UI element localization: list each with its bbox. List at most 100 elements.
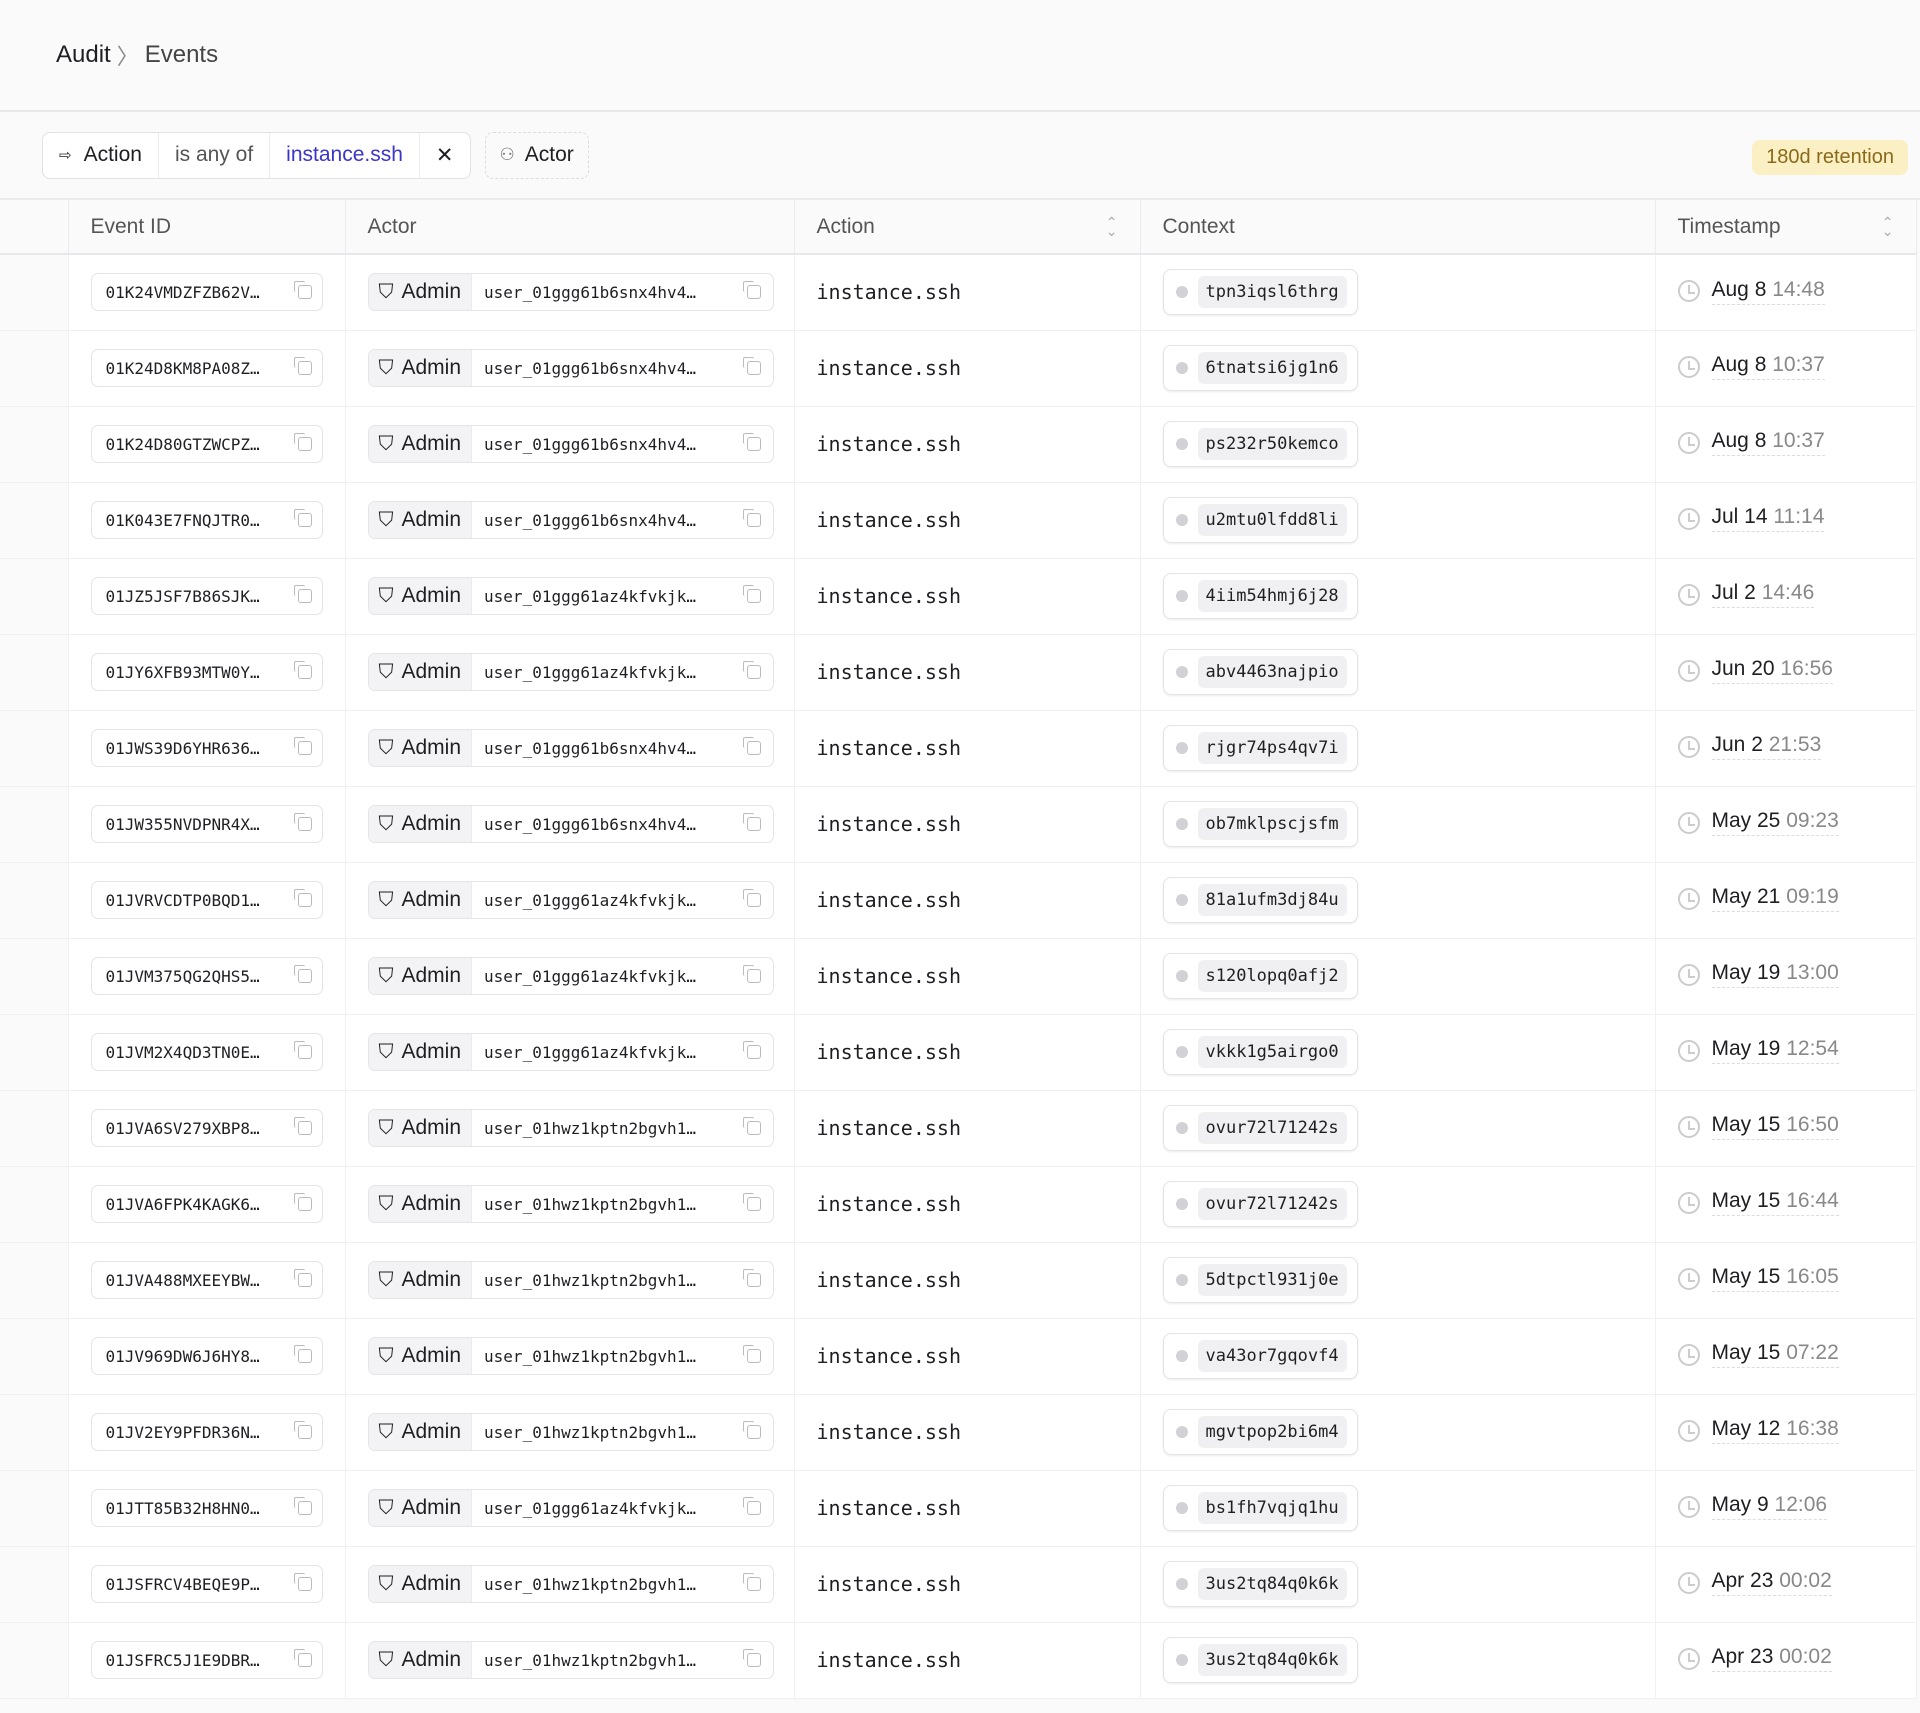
event-id[interactable]: 01JVA6FPK4KAGK6… — [90, 1185, 323, 1223]
copy-icon[interactable] — [293, 1649, 312, 1667]
timestamp[interactable]: Jun 20 16:56 — [1677, 657, 1833, 685]
table-row[interactable]: 01JVA6FPK4KAGK6… ⛉ Admin user_01hwz1kptn2b… — [0, 1166, 1917, 1243]
timestamp[interactable]: May 9 12:06 — [1677, 1493, 1828, 1521]
event-id[interactable]: 01JV969DW6J6HY8… — [90, 1337, 323, 1375]
filter-field[interactable]: ⇨ Action — [43, 132, 159, 178]
copy-icon[interactable] — [293, 1421, 312, 1439]
copy-icon[interactable] — [293, 1573, 312, 1591]
context-badge[interactable]: tpn3iqsl6thrg — [1162, 269, 1358, 316]
copy-icon[interactable] — [742, 813, 761, 831]
actor[interactable]: ⛉ Admin user_01ggg61az4kfvkjk… — [367, 653, 774, 691]
copy-icon[interactable] — [293, 281, 312, 300]
actor[interactable]: ⛉ Admin user_01hwz1kptn2bgvh1… — [367, 1185, 774, 1223]
actor[interactable]: ⛉ Admin user_01ggg61b6snx4hv4… — [367, 729, 774, 767]
event-id[interactable]: 01JW355NVDPNR4X… — [90, 805, 323, 843]
table-row[interactable]: 01JZ5JSF7B86SJK… ⛉ Admin user_01ggg61az4kf… — [0, 558, 1917, 635]
timestamp[interactable]: May 19 13:00 — [1677, 961, 1839, 989]
timestamp[interactable]: May 15 16:44 — [1677, 1189, 1839, 1217]
table-row[interactable]: 01K24D80GTZWCPZ… ⛉ Admin user_01ggg61b6snx… — [0, 406, 1917, 483]
table-row[interactable]: 01K043E7FNQJTR0… ⛉ Admin user_01ggg61b6snx… — [0, 482, 1917, 559]
timestamp[interactable]: May 15 16:50 — [1677, 1113, 1839, 1141]
timestamp[interactable]: Apr 23 00:02 — [1677, 1645, 1832, 1673]
event-id[interactable]: 01JSFRC5J1E9DBR… — [90, 1641, 323, 1679]
table-row[interactable]: 01JTT85B32H8HN0… ⛉ Admin user_01ggg61az4kf… — [0, 1470, 1917, 1547]
context-badge[interactable]: 3us2tq84q0k6k — [1162, 1561, 1358, 1607]
timestamp[interactable]: Apr 23 00:02 — [1677, 1569, 1832, 1597]
timestamp[interactable]: May 19 12:54 — [1677, 1037, 1839, 1065]
context-badge[interactable]: bs1fh7vqjq1hu — [1162, 1485, 1358, 1531]
copy-icon[interactable] — [742, 1117, 761, 1135]
copy-icon[interactable] — [293, 661, 312, 679]
actor[interactable]: ⛉ Admin user_01ggg61az4kfvkjk… — [367, 881, 774, 919]
sort-icon[interactable]: ⌃ ⌄ — [1105, 214, 1118, 239]
timestamp[interactable]: May 21 09:19 — [1677, 885, 1839, 913]
context-badge[interactable]: ps232r50kemco — [1162, 421, 1358, 467]
copy-icon[interactable] — [293, 1497, 312, 1515]
event-id[interactable]: 01K24D8KM8PA08Z… — [90, 349, 323, 387]
context-badge[interactable]: 6tnatsi6jg1n6 — [1162, 345, 1358, 391]
timestamp[interactable]: May 15 07:22 — [1677, 1341, 1839, 1369]
filter-operator[interactable]: is any of — [159, 132, 271, 178]
actor[interactable]: ⛉ Admin user_01ggg61b6snx4hv4… — [367, 425, 774, 463]
copy-icon[interactable] — [293, 585, 312, 603]
table-row[interactable]: 01JWS39D6YHR636… ⛉ Admin user_01ggg61b6snx… — [0, 710, 1917, 787]
context-badge[interactable]: rjgr74ps4qv7i — [1162, 725, 1358, 771]
copy-icon[interactable] — [742, 509, 761, 527]
copy-icon[interactable] — [293, 433, 312, 451]
filter-value[interactable]: instance.ssh — [270, 132, 420, 178]
remove-filter-button[interactable]: ✕ — [420, 133, 470, 178]
context-badge[interactable]: abv4463najpio — [1162, 649, 1358, 695]
table-row[interactable]: 01JY6XFB93MTW0Y… ⛉ Admin user_01ggg61az4kf… — [0, 634, 1917, 711]
context-badge[interactable]: s120lopq0afj2 — [1162, 953, 1358, 999]
timestamp[interactable]: Aug 8 10:37 — [1677, 353, 1825, 381]
event-id[interactable]: 01K043E7FNQJTR0… — [90, 501, 323, 539]
table-row[interactable]: 01JV969DW6J6HY8… ⛉ Admin user_01hwz1kptn2b… — [0, 1318, 1917, 1395]
context-badge[interactable]: mgvtpop2bi6m4 — [1162, 1409, 1358, 1455]
timestamp[interactable]: May 15 16:05 — [1677, 1265, 1839, 1293]
actor[interactable]: ⛉ Admin user_01ggg61az4kfvkjk… — [367, 577, 774, 615]
context-badge[interactable]: 4iim54hmj6j28 — [1162, 573, 1358, 619]
copy-icon[interactable] — [742, 1497, 761, 1515]
event-id[interactable]: 01JVM2X4QD3TN0E… — [90, 1033, 323, 1071]
timestamp[interactable]: May 25 09:23 — [1677, 809, 1839, 837]
copy-icon[interactable] — [742, 281, 761, 300]
copy-icon[interactable] — [293, 1345, 312, 1363]
context-badge[interactable]: ovur72l71242s — [1162, 1105, 1358, 1151]
table-row[interactable]: 01K24D8KM8PA08Z… ⛉ Admin user_01ggg61b6snx… — [0, 330, 1917, 407]
table-row[interactable]: 01JVRVCDTP0BQD1… ⛉ Admin user_01ggg61az4kf… — [0, 862, 1917, 939]
copy-icon[interactable] — [742, 1269, 761, 1287]
copy-icon[interactable] — [742, 1421, 761, 1439]
timestamp[interactable]: Aug 8 10:37 — [1677, 429, 1825, 457]
context-badge[interactable]: 5dtpctl931j0e — [1162, 1257, 1358, 1303]
actor[interactable]: ⛉ Admin user_01ggg61az4kfvkjk… — [367, 1489, 774, 1527]
actor[interactable]: ⛉ Admin user_01hwz1kptn2bgvh1… — [367, 1337, 774, 1375]
actor[interactable]: ⛉ Admin user_01hwz1kptn2bgvh1… — [367, 1641, 774, 1679]
copy-icon[interactable] — [293, 813, 312, 831]
context-badge[interactable]: u2mtu0lfdd8li — [1162, 497, 1358, 543]
breadcrumb-audit[interactable]: Audit — [56, 41, 111, 68]
actor[interactable]: ⛉ Admin user_01hwz1kptn2bgvh1… — [367, 1565, 774, 1603]
actor[interactable]: ⛉ Admin user_01ggg61az4kfvkjk… — [367, 957, 774, 995]
event-id[interactable]: 01JY6XFB93MTW0Y… — [90, 653, 323, 691]
table-row[interactable]: 01JVM375QG2QHS5… ⛉ Admin user_01ggg61az4kf… — [0, 938, 1917, 1015]
copy-icon[interactable] — [293, 357, 312, 375]
copy-icon[interactable] — [742, 661, 761, 679]
event-id[interactable]: 01JWS39D6YHR636… — [90, 729, 323, 767]
table-row[interactable]: 01JW355NVDPNR4X… ⛉ Admin user_01ggg61b6snx… — [0, 786, 1917, 863]
column-action[interactable]: Action ⌃ ⌄ — [794, 200, 1141, 255]
context-badge[interactable]: 81a1ufm3dj84u — [1162, 877, 1358, 923]
context-badge[interactable]: 3us2tq84q0k6k — [1162, 1637, 1358, 1683]
timestamp[interactable]: Jul 14 11:14 — [1677, 505, 1825, 533]
actor[interactable]: ⛉ Admin user_01ggg61b6snx4hv4… — [367, 805, 774, 843]
copy-icon[interactable] — [742, 889, 761, 907]
copy-icon[interactable] — [293, 509, 312, 527]
actor[interactable]: ⛉ Admin user_01hwz1kptn2bgvh1… — [367, 1413, 774, 1451]
event-id[interactable]: 01K24VMDZFZB62V… — [90, 273, 323, 312]
actor[interactable]: ⛉ Admin user_01ggg61b6snx4hv4… — [367, 349, 774, 387]
event-id[interactable]: 01K24D80GTZWCPZ… — [90, 425, 323, 463]
event-id[interactable]: 01JVM375QG2QHS5… — [90, 957, 323, 995]
event-id[interactable]: 01JSFRCV4BEQE9P… — [90, 1565, 323, 1603]
event-id[interactable]: 01JV2EY9PFDR36N… — [90, 1413, 323, 1451]
table-row[interactable]: 01JVA488MXEEYBW… ⛉ Admin user_01hwz1kptn2b… — [0, 1242, 1917, 1319]
copy-icon[interactable] — [742, 1041, 761, 1059]
